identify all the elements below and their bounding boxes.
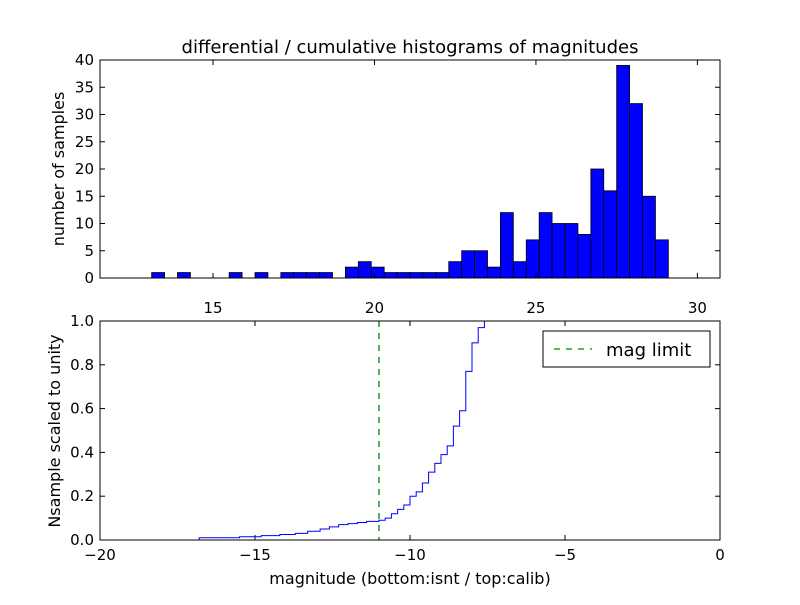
x-tick-label: 30	[688, 299, 707, 317]
histogram-bar	[383, 272, 398, 279]
y-tick-label: 0.6	[70, 400, 94, 418]
histogram-bar	[538, 212, 553, 279]
histogram-bar	[487, 266, 501, 279]
histogram-bar	[512, 261, 527, 279]
histogram-bar	[357, 261, 372, 279]
y-tick-label: 10	[75, 215, 94, 233]
top-y-axis-label: number of samples	[49, 92, 68, 247]
y-tick-label: 0.2	[70, 487, 94, 505]
histogram-bar	[551, 223, 566, 279]
x-tick-label: 20	[365, 299, 384, 317]
y-tick-label: 5	[84, 242, 94, 260]
x-tick-label: 25	[526, 299, 545, 317]
cumulative-step-line	[100, 320, 503, 541]
histogram-bar	[254, 272, 269, 279]
histogram-bar	[396, 272, 411, 279]
legend: mag limit	[542, 330, 711, 368]
histogram-bar	[422, 272, 437, 279]
histogram-bar	[590, 168, 605, 279]
y-tick-label: 30	[75, 106, 94, 124]
top-axis-ticks: 0 5 10 15 20 25 30 35 40 15 20 25 30	[75, 51, 720, 317]
x-tick-label: 0	[715, 546, 725, 564]
histogram-bar	[474, 250, 488, 279]
histogram-bar	[319, 272, 333, 279]
x-tick-label: −5	[554, 546, 576, 564]
histogram-bar	[616, 65, 630, 279]
y-tick-label: 35	[75, 78, 94, 96]
histogram-bar	[655, 239, 669, 279]
histogram-bar	[642, 195, 656, 279]
top-histogram-bars	[151, 65, 669, 279]
y-tick-label: 40	[75, 51, 94, 69]
histogram-bar	[293, 272, 308, 279]
x-tick-label: 15	[203, 299, 222, 317]
histogram-bar	[177, 272, 191, 279]
y-tick-label: 25	[75, 133, 94, 151]
y-tick-label: 0.0	[70, 531, 94, 549]
histogram-bar	[500, 212, 514, 279]
y-tick-label: 15	[75, 187, 94, 205]
histogram-bar	[461, 250, 475, 279]
legend-label-mag-limit: mag limit	[606, 340, 691, 361]
histogram-bar	[629, 103, 643, 279]
y-tick-label: 0.8	[70, 356, 94, 374]
bottom-x-axis-label: magnitude (bottom:isnt / top:calib)	[269, 569, 550, 588]
top-plot-frame	[99, 59, 721, 279]
histogram-bar	[228, 272, 243, 279]
top-chart-title: differential / cumulative histograms of …	[182, 37, 639, 58]
histogram-bar	[448, 261, 463, 279]
histogram-bar	[280, 272, 295, 279]
x-tick-label: −10	[394, 546, 426, 564]
y-tick-label: 1.0	[70, 312, 94, 330]
y-tick-label: 0	[84, 269, 94, 287]
y-tick-label: 20	[75, 160, 94, 178]
bottom-plot-frame	[99, 320, 721, 541]
x-tick-label: −15	[239, 546, 271, 564]
histogram-bar	[409, 272, 424, 279]
histogram-bar	[345, 266, 359, 279]
bottom-axis-ticks: 0.0 0.2 0.4 0.6 0.8 1.0 −20 −15 −10 −5 0	[70, 312, 725, 564]
histogram-bar	[525, 239, 540, 279]
y-tick-label: 0.4	[70, 443, 94, 461]
histogram-bar	[151, 272, 165, 279]
bottom-y-axis-label: Nsample scaled to unity	[45, 334, 64, 527]
histogram-bar	[603, 190, 618, 279]
x-tick-label: −20	[84, 546, 116, 564]
histogram-bar	[564, 223, 579, 279]
histogram-bar	[435, 272, 450, 279]
histogram-bar	[306, 272, 320, 279]
histogram-bar	[577, 233, 592, 279]
histogram-bar	[370, 266, 385, 279]
bottom-plot-lines	[100, 320, 503, 541]
